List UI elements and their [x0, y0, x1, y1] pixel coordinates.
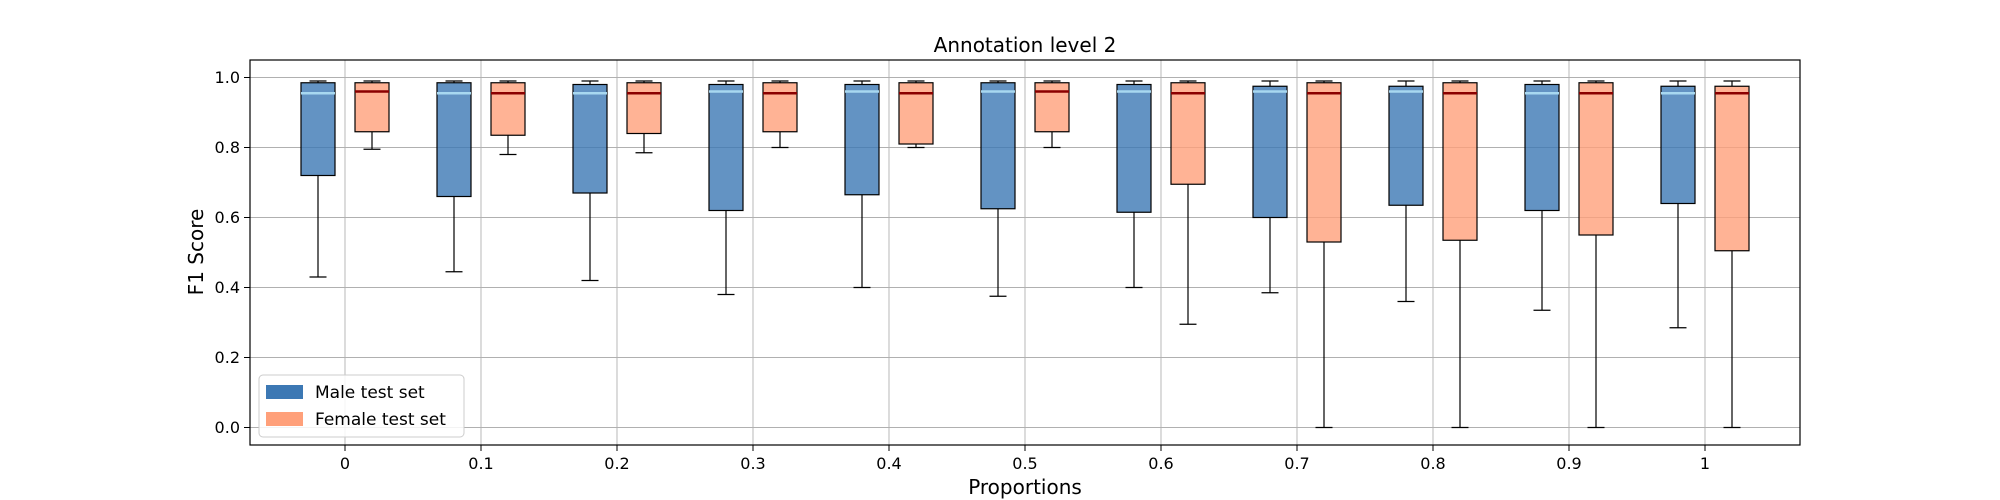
box [844, 83, 880, 196]
y-axis-ticks: 0.0 0.2 0.4 0.6 0.8 1.0 [215, 68, 250, 437]
box-group [762, 80, 798, 149]
box [1660, 85, 1696, 205]
x-tick-label: 0.7 [1284, 454, 1309, 473]
box-group [1388, 80, 1424, 303]
box-group [1578, 80, 1614, 429]
x-tick-label: 1 [1700, 454, 1710, 473]
box-group [490, 80, 526, 156]
box-group [1524, 80, 1560, 311]
x-tick-label: 0.5 [1012, 454, 1037, 473]
y-tick-label: 0.8 [215, 138, 240, 157]
x-tick-label: 0.9 [1556, 454, 1581, 473]
y-tick-label: 0.2 [215, 348, 240, 367]
box-group [436, 80, 472, 273]
box-group [1660, 80, 1696, 329]
box-group [1116, 80, 1152, 289]
legend-swatch-male [266, 385, 303, 399]
box-group [572, 80, 608, 282]
grid [250, 60, 1800, 445]
box-group [980, 80, 1016, 297]
box [490, 82, 526, 136]
box-group [1252, 80, 1288, 294]
box-layer [300, 80, 1750, 429]
legend-frame [258, 374, 465, 438]
box [354, 82, 390, 133]
x-axis-ticks: 0 0.1 0.2 0.3 0.4 0.5 0.6 0.7 0.8 0.9 1 [340, 445, 1710, 473]
box-group [354, 80, 390, 150]
y-tick-label: 0.4 [215, 278, 240, 297]
box [898, 82, 934, 145]
box [1714, 85, 1750, 252]
legend: Male test set Female test set [258, 374, 465, 438]
box [1170, 82, 1206, 185]
box-group [1442, 80, 1478, 429]
box-group [1034, 80, 1070, 149]
box-group [626, 80, 662, 154]
box [708, 83, 744, 212]
box [1388, 85, 1424, 206]
box [1306, 82, 1342, 243]
x-tick-label: 0.1 [468, 454, 493, 473]
y-tick-label: 0.6 [215, 208, 240, 227]
x-tick-label: 0.6 [1148, 454, 1173, 473]
box-group [898, 80, 934, 149]
box [300, 82, 336, 177]
box [1116, 83, 1152, 213]
box [980, 82, 1016, 210]
box-group [1170, 80, 1206, 325]
x-tick-label: 0 [340, 454, 350, 473]
box [762, 82, 798, 133]
y-axis-title: F1 Score [184, 209, 208, 296]
box-group [708, 80, 744, 296]
box [436, 82, 472, 198]
y-tick-label: 0.0 [215, 418, 240, 437]
x-tick-label: 0.3 [740, 454, 765, 473]
x-tick-label: 0.2 [604, 454, 629, 473]
box-group [1714, 80, 1750, 429]
legend-swatch-female [266, 412, 303, 426]
box [1442, 82, 1478, 241]
box [626, 82, 662, 135]
box [1578, 82, 1614, 236]
legend-label-female: Female test set [315, 410, 446, 430]
x-axis-title: Proportions [968, 475, 1082, 499]
box-group [844, 80, 880, 289]
x-tick-label: 0.4 [876, 454, 901, 473]
box-group [1306, 80, 1342, 429]
chart-title: Annotation level 2 [934, 33, 1117, 57]
legend-label-male: Male test set [315, 383, 425, 403]
box [572, 83, 608, 194]
box [1524, 83, 1560, 212]
box [1034, 82, 1070, 133]
y-tick-label: 1.0 [215, 68, 240, 87]
box [1252, 85, 1288, 219]
box-group [300, 80, 336, 278]
x-tick-label: 0.8 [1420, 454, 1445, 473]
